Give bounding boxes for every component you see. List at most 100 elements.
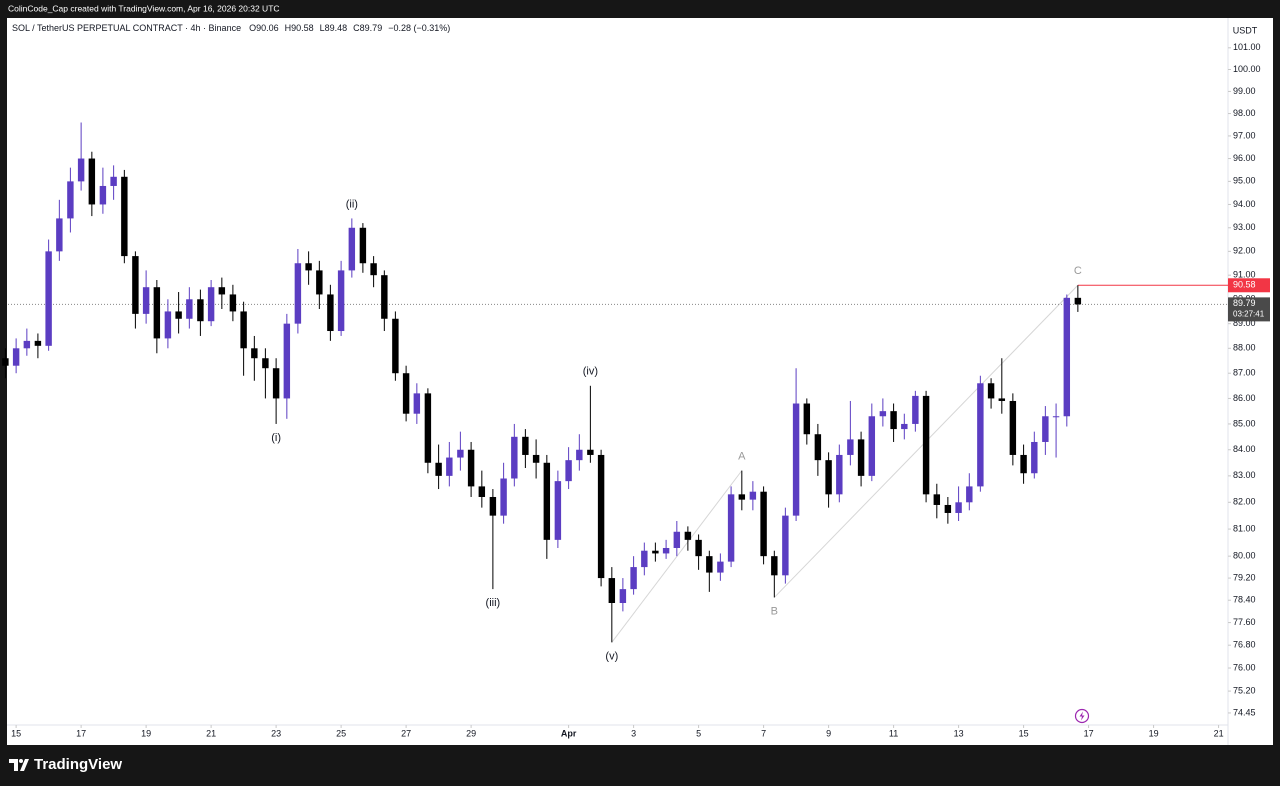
candle-body bbox=[543, 462, 551, 540]
candle-body bbox=[337, 270, 345, 332]
candle-body bbox=[641, 550, 648, 568]
candle-body bbox=[121, 176, 128, 257]
candle-body bbox=[727, 494, 735, 562]
candle-body bbox=[1020, 454, 1027, 474]
x-tick-label: 11 bbox=[889, 728, 898, 738]
y-tick-label: 78.40 bbox=[1233, 595, 1256, 605]
x-tick-label: Apr bbox=[561, 728, 577, 738]
candle-body bbox=[933, 494, 941, 505]
candle-body bbox=[110, 176, 117, 186]
ohlc-value: −0.28 (−0.31%) bbox=[388, 23, 450, 33]
trend-line bbox=[611, 470, 743, 643]
candle-body bbox=[1009, 400, 1017, 455]
wave-label: (ii) bbox=[346, 198, 358, 210]
wave-label: C bbox=[1074, 265, 1082, 277]
candle-body bbox=[316, 270, 323, 295]
candle-body bbox=[836, 454, 843, 495]
countdown: 03:27:41 bbox=[1233, 309, 1265, 318]
candle-body bbox=[771, 556, 778, 576]
candle-body bbox=[370, 263, 377, 276]
x-tick-label: 3 bbox=[631, 728, 636, 738]
candle-body bbox=[684, 531, 692, 540]
candle-body bbox=[955, 502, 962, 513]
candle-body bbox=[413, 393, 421, 414]
x-tick-label: 27 bbox=[401, 728, 411, 738]
candle-body bbox=[890, 411, 897, 430]
candle-body bbox=[1074, 297, 1082, 305]
candle-body bbox=[987, 383, 995, 399]
candle-body bbox=[435, 462, 442, 476]
y-tick-label: 91.00 bbox=[1233, 270, 1256, 280]
candle-body bbox=[88, 158, 96, 205]
x-tick-label: 19 bbox=[1149, 728, 1159, 738]
x-tick-label: 23 bbox=[271, 728, 281, 738]
candle-body bbox=[153, 287, 161, 339]
candle-body bbox=[186, 299, 193, 319]
y-tick-label: 74.45 bbox=[1233, 707, 1256, 717]
brand: TradingView bbox=[34, 756, 122, 773]
candle-body bbox=[825, 460, 832, 495]
alert-icon bbox=[1074, 708, 1090, 724]
candle-body bbox=[283, 323, 291, 399]
candle-body bbox=[23, 340, 31, 349]
candle-body bbox=[1042, 416, 1049, 442]
candle-body bbox=[348, 227, 356, 271]
last-price-label: 89.79 bbox=[1233, 298, 1256, 308]
candle-body bbox=[608, 578, 616, 603]
x-tick-label: 7 bbox=[761, 728, 766, 738]
candle-body bbox=[272, 368, 280, 399]
candle-body bbox=[1031, 441, 1038, 474]
wave-label: (v) bbox=[605, 650, 618, 662]
candle-body bbox=[446, 457, 453, 476]
x-tick-label: 19 bbox=[141, 728, 151, 738]
candle-body bbox=[630, 567, 637, 590]
candle-body bbox=[944, 504, 952, 513]
ohlc-value: O90.06 bbox=[249, 23, 279, 33]
candle-body bbox=[554, 481, 562, 540]
y-tick-label: 84.00 bbox=[1233, 444, 1256, 454]
candle-body bbox=[662, 547, 670, 554]
y-tick-label: 97.00 bbox=[1233, 130, 1256, 140]
candle-body bbox=[229, 294, 237, 312]
candle-body bbox=[500, 478, 507, 516]
candle-body bbox=[868, 416, 876, 476]
candle-body bbox=[77, 158, 85, 182]
y-tick-label: 83.00 bbox=[1233, 470, 1256, 480]
candle-body bbox=[359, 227, 367, 264]
candle-body bbox=[99, 185, 107, 205]
candle-body bbox=[565, 460, 572, 482]
candle-body bbox=[597, 454, 605, 579]
ohlc-value: L89.48 bbox=[320, 23, 348, 33]
currency: USDT bbox=[1233, 25, 1258, 35]
y-tick-label: 99.00 bbox=[1233, 86, 1256, 96]
candle-body bbox=[901, 423, 908, 430]
ohlc-value: C89.79 bbox=[353, 23, 382, 33]
y-tick-label: 101.00 bbox=[1233, 42, 1261, 52]
candle-body bbox=[738, 494, 746, 500]
y-tick-label: 75.20 bbox=[1233, 685, 1256, 695]
y-tick-label: 76.80 bbox=[1233, 640, 1256, 650]
y-tick-label: 80.00 bbox=[1233, 551, 1256, 561]
candle-body bbox=[402, 373, 410, 414]
y-tick-label: 98.00 bbox=[1233, 108, 1256, 118]
candle-body bbox=[998, 398, 1006, 401]
y-tick-label: 81.00 bbox=[1233, 523, 1256, 533]
candle-body bbox=[847, 439, 854, 455]
x-tick-label: 17 bbox=[76, 728, 86, 738]
candle-body bbox=[262, 358, 269, 369]
y-tick-label: 92.00 bbox=[1233, 246, 1256, 256]
candle-body bbox=[749, 491, 757, 500]
candle-body bbox=[1063, 297, 1071, 417]
candle-body bbox=[197, 299, 204, 322]
candle-body bbox=[164, 311, 172, 339]
x-tick-label: 17 bbox=[1084, 728, 1094, 738]
last-price-box bbox=[1228, 297, 1270, 322]
x-tick-label: 21 bbox=[206, 728, 216, 738]
candle-body bbox=[12, 348, 20, 366]
y-tick-label: 93.00 bbox=[1233, 222, 1256, 232]
candle-body bbox=[2, 358, 9, 366]
x-tick-label: 21 bbox=[1214, 728, 1224, 738]
candle-body bbox=[207, 287, 215, 322]
